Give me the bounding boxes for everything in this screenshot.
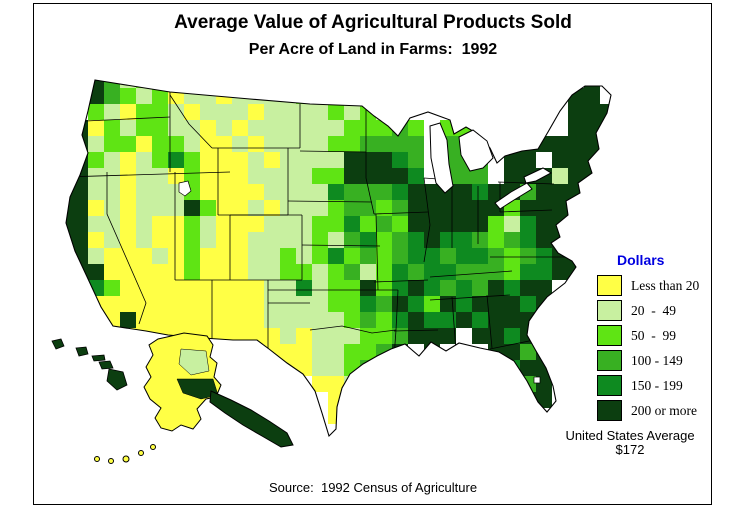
legend-label: 50 - 99 [631,327,676,343]
hawaii-kauai [51,338,65,350]
legend-label: 200 or more [631,402,697,418]
us-average-note: United States Average $172 [550,429,710,457]
lake-huron [458,129,494,172]
great-lakes [429,122,552,210]
hawaii-molokai [91,354,106,362]
legend-swatch [597,375,622,396]
hawaii-big-island [106,368,128,391]
alaska-interior-patch [178,348,210,376]
legend-item: 100 - 149 [597,350,713,371]
legend-item: 50 - 99 [597,325,713,346]
legend-title: Dollars [617,252,665,268]
legend-label: 100 - 149 [631,352,683,368]
county-mosaic [66,80,611,436]
legend-item: Less than 20 [597,275,713,296]
map-frame [33,3,712,505]
legend-swatch [597,275,622,296]
hawaii [51,338,128,391]
page-subtitle: Per Acre of Land in Farms: 1992 [248,41,498,58]
legend-item: 20 - 49 [597,300,713,321]
lake-erie [494,182,533,210]
legend-label: 20 - 49 [631,302,676,318]
state-borders [66,92,570,359]
source-note: Source: 1992 Census of Agriculture [268,480,478,495]
legend-item: 150 - 199 [597,375,713,396]
great-salt-lake [178,180,192,197]
alaska [94,332,294,464]
us-average-value: $172 [615,442,645,457]
lake-ontario [523,167,552,184]
hawaii-oahu [75,346,89,357]
legend-item: 200 or more [597,400,713,421]
us-average-label: United States Average [565,428,695,443]
lake-michigan [429,122,454,194]
legend-label: Less than 20 [631,277,700,293]
aleutian-islands [94,444,156,464]
legend-swatch [597,300,622,321]
page-title: Average Value of Agricultural Products S… [174,12,572,33]
legend-label: 150 - 199 [631,377,683,393]
legend-swatch [597,400,622,421]
legend: Dollars Less than 20 20 - 49 50 - 99 100 - … [597,252,713,425]
alaska-panhandle [209,390,294,448]
legend-swatch [597,325,622,346]
hawaii-maui [98,360,114,370]
lake-okeechobee [533,376,541,384]
legend-items: Less than 20 20 - 49 50 - 99 100 - 149 150 -… [597,275,713,421]
legend-swatch [597,350,622,371]
alaska-south-coast [176,378,219,400]
